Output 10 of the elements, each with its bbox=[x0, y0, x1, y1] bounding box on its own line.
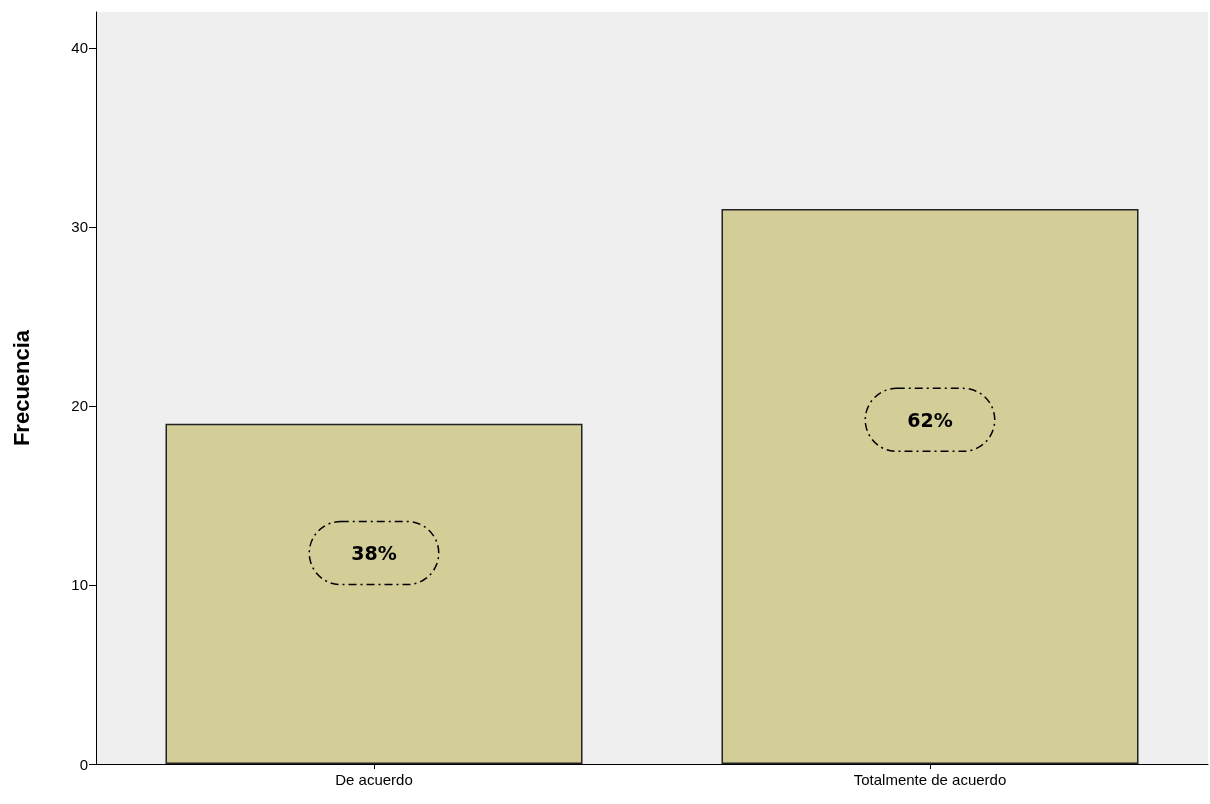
x-tick-label: Totalmente de acuerdo bbox=[853, 771, 1007, 788]
y-tick-label: 40 bbox=[71, 39, 88, 57]
y-tick-label: 20 bbox=[71, 397, 88, 415]
x-tick-label: De acuerdo bbox=[335, 771, 413, 788]
annotation: 62% bbox=[907, 408, 953, 431]
y-tick-label: 30 bbox=[71, 218, 88, 236]
y-tick-label: 0 bbox=[79, 755, 88, 773]
annotation: 38% bbox=[351, 542, 397, 565]
y-tick-label: 10 bbox=[71, 576, 88, 594]
y-axis-title: Frecuencia bbox=[8, 329, 34, 447]
